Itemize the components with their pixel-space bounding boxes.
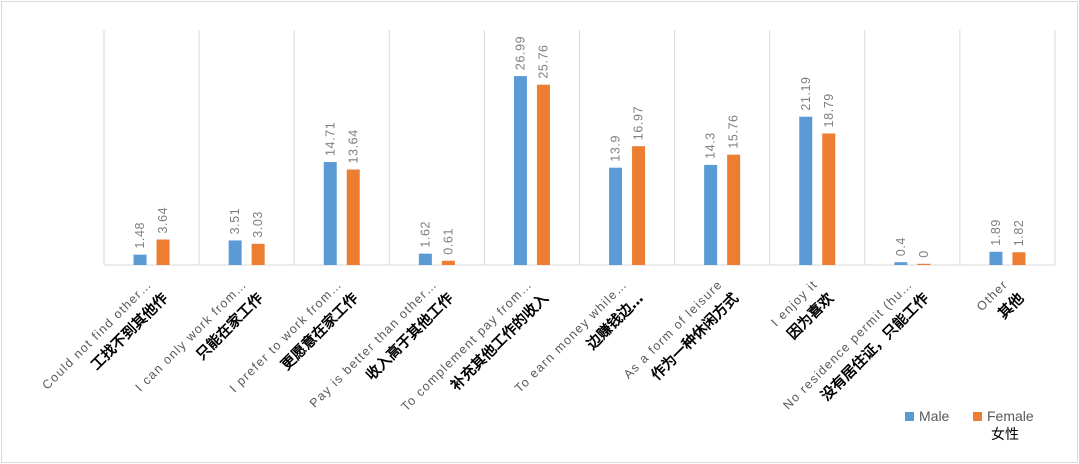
bar-male <box>228 240 242 265</box>
bar-female <box>1012 252 1026 265</box>
legend-label-female-zh: 女性 <box>991 426 1019 443</box>
bar-male <box>989 251 1003 265</box>
data-label-female: 13.64 <box>346 129 360 163</box>
data-label-male: 14.71 <box>323 122 337 156</box>
data-label-female: 0.61 <box>441 228 455 255</box>
data-label-male: 1.62 <box>418 221 432 248</box>
data-label-female: 15.76 <box>727 114 741 148</box>
bar-female <box>632 146 646 265</box>
data-label-male: 0.4 <box>894 237 908 256</box>
data-label-female: 3.03 <box>251 211 265 238</box>
data-label-female: 18.79 <box>822 93 836 127</box>
bar-male <box>323 162 337 265</box>
bar-female <box>441 260 455 265</box>
bar-female <box>346 169 360 265</box>
data-label-male: 13.9 <box>609 135 623 162</box>
data-label-female: 25.76 <box>536 44 550 78</box>
data-label-male: 14.3 <box>704 132 718 159</box>
legend-swatch-female <box>973 412 982 421</box>
bar-female <box>156 239 170 265</box>
bar-male <box>894 262 908 265</box>
data-label-female: 3.64 <box>156 207 170 234</box>
bar-male <box>513 76 527 265</box>
category-label-zh: 没有居住证，只能工作 <box>817 289 933 405</box>
bar-male <box>704 164 718 265</box>
bar-female <box>822 133 836 265</box>
bar-male <box>799 116 813 265</box>
bar-female <box>251 243 265 265</box>
data-label-male: 1.48 <box>133 222 147 249</box>
category-label-en: To earn money while… <box>512 277 630 395</box>
bar-male <box>609 167 623 265</box>
bar-female <box>727 154 741 265</box>
data-label-male: 3.51 <box>228 208 242 235</box>
data-label-male: 21.19 <box>799 76 813 110</box>
data-label-male: 1.89 <box>989 219 1003 246</box>
legend-label-female: Female <box>987 408 1034 424</box>
data-label-male: 26.99 <box>513 36 527 70</box>
bar-male <box>133 254 147 265</box>
legend-label-male: Male <box>919 408 950 424</box>
data-label-female: 0 <box>917 250 931 258</box>
category-label-en: I prefer to work from… <box>227 277 345 395</box>
data-label-female: 1.82 <box>1012 220 1026 247</box>
legend-swatch-male <box>905 412 914 421</box>
bar-female <box>917 263 931 265</box>
data-label-female: 16.97 <box>632 106 646 140</box>
bar-male <box>418 253 432 265</box>
bar-female <box>536 84 550 266</box>
